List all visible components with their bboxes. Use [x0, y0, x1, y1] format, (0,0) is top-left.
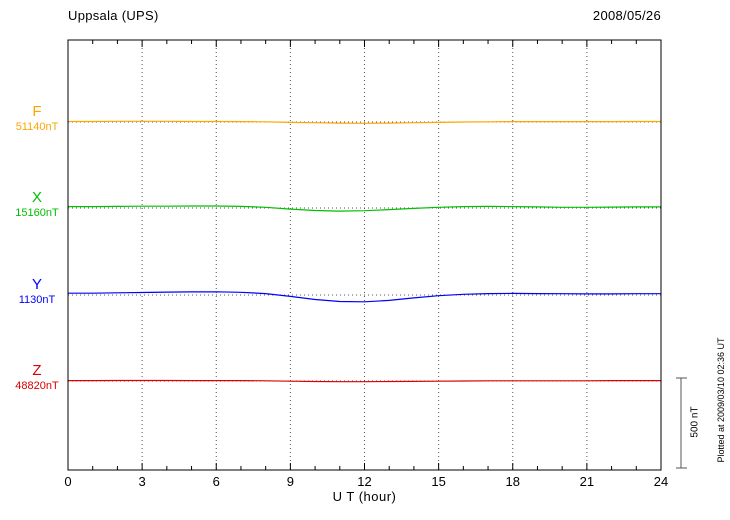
trace-y [68, 291, 661, 303]
x-tick-label-15: 15 [431, 474, 445, 489]
x-tick-label-0: 0 [64, 474, 71, 489]
series-baseline-x: 15160nT [15, 207, 59, 219]
x-tick-label-9: 9 [287, 474, 294, 489]
x-axis-label: U T (hour) [332, 489, 397, 504]
series-label-x: X 15160nT [8, 190, 66, 220]
trace-z [68, 379, 661, 383]
trace-f [68, 120, 661, 124]
x-tick-label-3: 3 [139, 474, 146, 489]
x-tick-label-12: 12 [357, 474, 371, 489]
plot-border [67, 39, 662, 471]
series-label-y: Y 1130nT [8, 277, 66, 307]
series-letter-y: Y [31, 276, 42, 293]
series-baseline-z: 48820nT [15, 380, 59, 392]
scale-bar-label: 500 nT [689, 406, 701, 438]
series-baseline-f: 51140nT [15, 121, 59, 133]
plot-date: 2008/05/26 [592, 8, 661, 23]
station-title: Uppsala (UPS) [68, 8, 159, 23]
series-letter-z: Z [32, 362, 42, 379]
x-tick-label-6: 6 [213, 474, 220, 489]
trace-x [68, 205, 661, 212]
x-tick-label-24: 24 [654, 474, 668, 489]
series-baseline-y: 1130nT [18, 294, 56, 306]
series-letter-f: F [32, 103, 42, 120]
x-tick-label-18: 18 [506, 474, 520, 489]
series-letter-x: X [31, 189, 42, 206]
plotted-at-note: Plotted at 2009/03/10 02:36 UT [716, 337, 726, 463]
x-tick-label-21: 21 [580, 474, 594, 489]
series-label-f: F 51140nT [8, 104, 66, 134]
series-label-z: Z 48820nT [8, 363, 66, 393]
